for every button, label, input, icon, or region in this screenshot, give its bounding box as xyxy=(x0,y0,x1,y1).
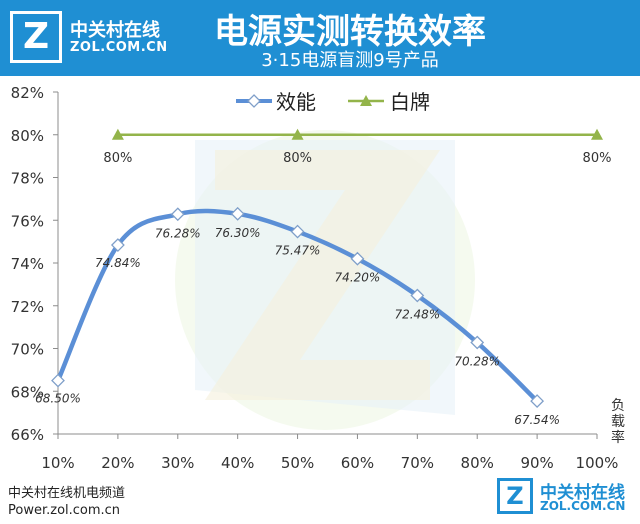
logo-en-text: ZOL.COM.CN xyxy=(70,40,168,55)
zol-logo-icon: Z xyxy=(10,11,62,63)
y-tick-label: 70% xyxy=(11,341,44,359)
data-label-efficiency: 76.30% xyxy=(215,226,261,240)
footer-channel: 中关村在线机电频道 xyxy=(8,486,126,501)
triangle-marker xyxy=(111,128,124,140)
y-tick-label: 74% xyxy=(11,255,44,273)
diamond-marker xyxy=(470,335,485,350)
y-tick-label: 76% xyxy=(11,212,44,230)
triangle-marker xyxy=(591,128,603,140)
y-tick-label: 78% xyxy=(11,170,44,188)
y-tick-label: 80% xyxy=(11,127,44,145)
diamond-marker xyxy=(51,373,65,388)
diamond-marker xyxy=(170,207,185,222)
data-label-efficiency: 74.84% xyxy=(95,256,141,270)
x-axis-label-char: 率 xyxy=(611,429,625,446)
footer-logo-en: ZOL.COM.CN xyxy=(540,499,626,513)
header-banner: Z 中关村在线 ZOL.COM.CN 电源实测转换效率 3·15电源盲测9号产品 xyxy=(0,0,640,76)
y-tick-label: 68% xyxy=(11,383,44,401)
y-tick-label: 72% xyxy=(11,298,44,316)
diamond-marker xyxy=(410,288,425,303)
diamond-marker xyxy=(290,224,305,239)
y-tick-label: 82% xyxy=(11,84,44,102)
diamond-marker xyxy=(530,394,545,409)
x-tick-label: 100% xyxy=(576,454,619,472)
legend-label-white-label: 白牌 xyxy=(390,90,430,114)
x-tick-label: 20% xyxy=(101,454,134,472)
data-label-efficiency: 74.20% xyxy=(335,271,381,285)
x-axis-label-char: 载 xyxy=(611,414,625,430)
x-tick-label: 80% xyxy=(461,454,494,472)
chart-subtitle: 3·15电源盲测9号产品 xyxy=(261,50,439,71)
data-label-efficiency: 75.47% xyxy=(275,244,321,258)
data-label-white-label: 80% xyxy=(583,151,612,166)
legend-label-efficiency: 效能 xyxy=(276,90,316,114)
legend-diamond-icon xyxy=(247,94,261,108)
data-label-efficiency: 72.48% xyxy=(394,307,440,321)
data-label-white-label: 80% xyxy=(283,151,312,166)
diamond-marker xyxy=(350,251,365,266)
x-axis-label-char: 负 xyxy=(611,398,625,414)
logo-cn-text: 中关村在线 xyxy=(70,20,160,41)
footer-logo-cn: 中关村在线 xyxy=(540,483,625,503)
data-label-efficiency: 68.50% xyxy=(35,392,81,406)
diamond-marker xyxy=(230,206,245,221)
legend-triangle-icon xyxy=(360,95,372,106)
x-tick-label: 60% xyxy=(341,454,374,472)
y-tick-label: 66% xyxy=(11,426,44,444)
footer-zol-logo-icon: Z xyxy=(497,478,533,514)
chart-title: 电源实测转换效率 xyxy=(214,12,486,52)
data-label-efficiency: 76.28% xyxy=(155,226,201,240)
data-label-efficiency: 70.28% xyxy=(454,355,500,369)
data-label-efficiency: 67.54% xyxy=(514,413,560,427)
diamond-marker xyxy=(110,238,125,252)
x-tick-label: 40% xyxy=(221,454,254,472)
x-tick-label: 70% xyxy=(401,454,434,472)
footer-url: Power.zol.com.cn xyxy=(8,503,121,518)
data-label-white-label: 80% xyxy=(103,151,132,166)
x-tick-label: 50% xyxy=(281,454,314,472)
watermark-z-letter xyxy=(205,150,440,400)
x-tick-label: 10% xyxy=(41,454,74,472)
x-tick-label: 90% xyxy=(520,454,553,472)
triangle-marker xyxy=(291,128,304,140)
x-tick-label: 30% xyxy=(161,454,194,472)
